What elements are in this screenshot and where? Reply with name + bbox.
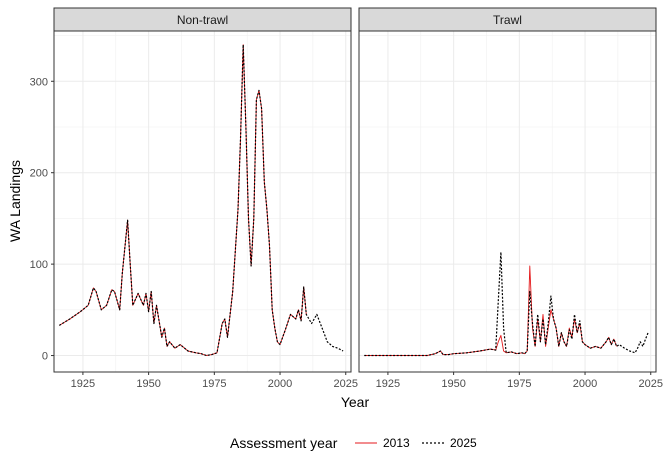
panel-border [53,30,352,373]
y-tick-label: 200 [30,168,48,180]
x-tick-label: 1975 [507,378,531,390]
strip-label-trawl: Trawl [493,13,522,27]
y-tick-label: 300 [30,76,48,88]
series-line-2025 [58,44,344,357]
x-tick-label: 1925 [71,378,95,390]
y-ticks: 0 100 200 300 [30,76,54,363]
x-axis-title: Year [341,394,370,410]
x-tick-label: 1950 [136,378,160,390]
x-ticks-trawl: 1925 1950 1975 2000 2025 [376,372,663,390]
panel-border [358,30,657,373]
series-line-2025 [364,251,649,357]
x-tick-label: 2025 [639,378,663,390]
x-tick-label: 2025 [334,378,358,390]
lines-non-trawl [58,44,344,357]
y-tick-label: 0 [42,351,48,363]
y-axis-title: WA Landings [7,160,23,242]
x-tick-label: 1950 [441,378,465,390]
x-ticks-non-trawl: 1925 1950 1975 2000 2025 [71,372,358,390]
panel-non-trawl: Non-trawl 1925 1950 1975 2000 2025 0 100 200 30… [30,7,358,390]
lines-trawl [364,251,649,357]
legend-title: Assessment year [230,435,338,451]
x-tick-label: 2000 [573,378,597,390]
panel-trawl: Trawl 1925 1950 1975 2000 2025 [358,7,663,390]
y-tick-label: 100 [30,259,48,271]
grid-non-trawl [54,31,351,372]
x-tick-label: 2000 [268,378,292,390]
legend-label-2025: 2025 [450,436,477,450]
grid-trawl [359,31,656,372]
legend: Assessment year 2013 2025 [230,435,477,451]
x-tick-label: 1925 [376,378,400,390]
strip-label-non-trawl: Non-trawl [177,13,228,27]
panel-background [54,31,351,372]
legend-label-2013: 2013 [383,436,410,450]
panel-background [359,31,656,372]
x-tick-label: 1975 [202,378,226,390]
